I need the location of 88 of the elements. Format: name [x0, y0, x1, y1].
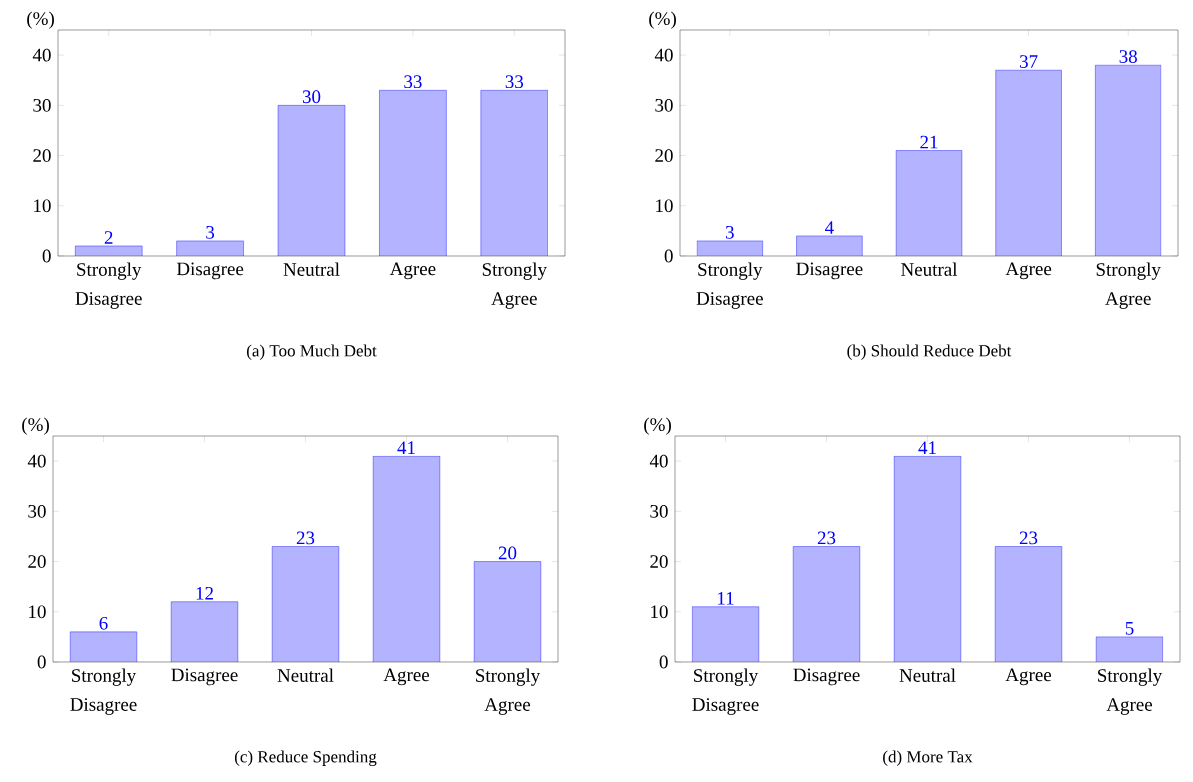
x-tick-label: Strongly Agree [476, 668, 541, 715]
x-tick-label: Neutral [277, 668, 334, 682]
x-tick-label: Strongly Agree [482, 262, 547, 309]
data-label: 3 [206, 225, 215, 239]
y-axis-title: (%) [22, 417, 49, 435]
y-tick-label: 10 [34, 199, 51, 213]
x-tick-label: Agree [383, 668, 430, 686]
y-tick-label: 0 [664, 249, 673, 263]
data-label: 23 [817, 531, 836, 545]
data-label: 12 [196, 586, 213, 600]
bar [373, 456, 440, 662]
data-label: 38 [1119, 50, 1137, 63]
bar [277, 105, 346, 256]
y-tick-label: 10 [29, 605, 46, 619]
x-tick-label: Strongly Disagree [692, 668, 759, 715]
x-tick-label: Agree [389, 262, 436, 280]
x-tick-label: Strongly Agree [1098, 668, 1163, 715]
bar [792, 546, 861, 662]
data-label: 23 [1019, 531, 1038, 545]
data-label: 6 [99, 616, 108, 630]
bar [696, 240, 763, 256]
y-tick-label: 20 [655, 149, 673, 162]
data-label: 33 [505, 75, 524, 89]
x-tick-label: Disagree [793, 668, 860, 686]
data-label: 33 [404, 75, 422, 89]
bar [1095, 64, 1162, 256]
y-axis-title: (%) [27, 11, 54, 29]
bar [473, 561, 542, 662]
data-label: 21 [920, 135, 938, 149]
x-tick-label: Strongly Disagree [70, 668, 137, 715]
data-label: 2 [104, 231, 113, 244]
data-label: 30 [302, 90, 321, 104]
x-tick-label: Neutral [283, 262, 340, 276]
bar [176, 240, 244, 256]
data-label: 37 [1020, 55, 1038, 68]
bar [171, 601, 238, 662]
bar [70, 631, 137, 662]
x-tick-label: Neutral [899, 668, 956, 682]
bar [75, 245, 143, 256]
x-tick-label: Disagree [796, 262, 863, 280]
bar [796, 235, 863, 256]
y-tick-label: 40 [27, 454, 46, 468]
y-tick-label: 0 [37, 655, 46, 669]
data-label: 4 [825, 221, 834, 234]
y-tick-label: 0 [42, 249, 51, 263]
y-axis-title: (%) [649, 11, 676, 29]
y-tick-label: 20 [33, 149, 51, 162]
y-tick-label: 30 [28, 504, 46, 518]
text: (b) Should Reduce Debt [847, 344, 1012, 360]
bar [994, 546, 1063, 662]
y-tick-label: 40 [32, 48, 51, 62]
x-tick-label: Neutral [901, 262, 958, 276]
y-axis-title: (%) [644, 417, 671, 435]
bar [379, 90, 447, 256]
x-tick-label: Strongly Disagree [75, 262, 142, 309]
text: (c) Reduce Spending [234, 750, 377, 766]
data-label: 20 [498, 546, 517, 560]
y-tick-label: 40 [654, 48, 673, 62]
y-tick-label: 10 [656, 199, 673, 213]
bar [691, 606, 760, 662]
x-tick-label: Agree [1005, 262, 1052, 280]
text: (d) More Tax [883, 750, 973, 766]
y-tick-label: 20 [28, 555, 46, 568]
text: (a) Too Much Debt [246, 344, 377, 360]
data-label: 41 [918, 441, 936, 454]
y-tick-label: 30 [33, 98, 51, 112]
data-label: 5 [1125, 622, 1134, 635]
data-label: 3 [725, 225, 734, 239]
x-tick-label: Disagree [176, 262, 244, 280]
y-tick-label: 10 [651, 605, 668, 619]
x-tick-label: Disagree [171, 668, 238, 686]
bar [1095, 636, 1164, 662]
y-tick-label: 30 [650, 504, 668, 518]
bar [895, 150, 963, 256]
y-tick-label: 0 [659, 655, 668, 669]
data-label: 11 [718, 592, 734, 605]
data-label: 23 [296, 531, 315, 545]
bar [272, 546, 339, 662]
y-tick-label: 20 [650, 555, 668, 568]
x-tick-label: Agree [1005, 668, 1052, 686]
bar [995, 69, 1062, 256]
bar [893, 455, 962, 662]
x-tick-label: Strongly Disagree [696, 262, 763, 309]
y-tick-label: 40 [649, 454, 668, 468]
x-tick-label: Strongly Agree [1096, 262, 1161, 309]
y-tick-label: 30 [655, 98, 673, 112]
bar [480, 90, 548, 256]
data-label: 41 [397, 441, 415, 454]
